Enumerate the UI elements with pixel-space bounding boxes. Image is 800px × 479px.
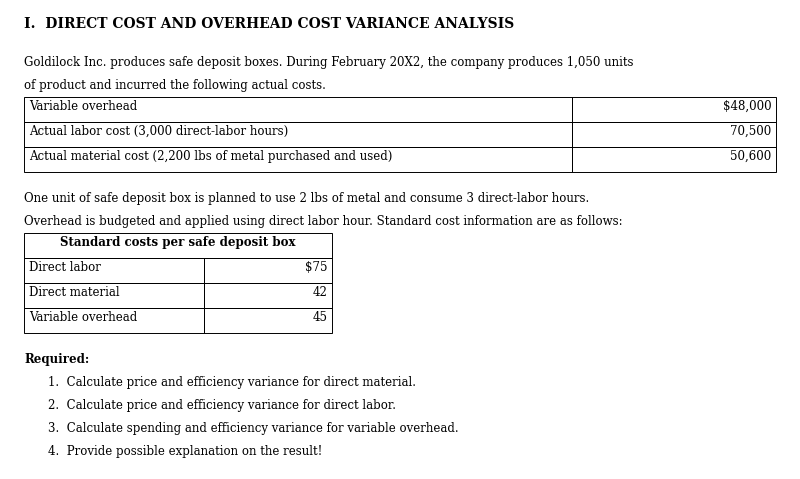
Text: Direct material: Direct material [29, 286, 119, 299]
Text: 45: 45 [312, 311, 327, 324]
Text: Overhead is budgeted and applied using direct labor hour. Standard cost informat: Overhead is budgeted and applied using d… [24, 215, 622, 228]
Text: 3.  Calculate spending and efficiency variance for variable overhead.: 3. Calculate spending and efficiency var… [48, 422, 458, 435]
Text: 42: 42 [312, 286, 327, 299]
Text: $48,000: $48,000 [722, 100, 771, 113]
Text: Variable overhead: Variable overhead [29, 100, 137, 113]
Text: Required:: Required: [24, 353, 90, 366]
Text: $75: $75 [305, 261, 327, 274]
Text: I.  DIRECT COST AND OVERHEAD COST VARIANCE ANALYSIS: I. DIRECT COST AND OVERHEAD COST VARIANC… [24, 17, 514, 31]
Text: Actual material cost (2,200 lbs of metal purchased and used): Actual material cost (2,200 lbs of metal… [29, 150, 392, 163]
Text: of product and incurred the following actual costs.: of product and incurred the following ac… [24, 79, 326, 92]
Text: Direct labor: Direct labor [29, 261, 101, 274]
Text: One unit of safe deposit box is planned to use 2 lbs of metal and consume 3 dire: One unit of safe deposit box is planned … [24, 192, 590, 205]
Text: Goldilock Inc. produces safe deposit boxes. During February 20X2, the company pr: Goldilock Inc. produces safe deposit box… [24, 56, 634, 69]
Text: 70,500: 70,500 [730, 125, 771, 138]
Text: 4.  Provide possible explanation on the result!: 4. Provide possible explanation on the r… [48, 445, 322, 458]
Text: 50,600: 50,600 [730, 150, 771, 163]
Text: Variable overhead: Variable overhead [29, 311, 137, 324]
Text: 1.  Calculate price and efficiency variance for direct material.: 1. Calculate price and efficiency varian… [48, 376, 416, 389]
Text: 2.  Calculate price and efficiency variance for direct labor.: 2. Calculate price and efficiency varian… [48, 399, 396, 412]
Text: Actual labor cost (3,000 direct-labor hours): Actual labor cost (3,000 direct-labor ho… [29, 125, 288, 138]
Text: Standard costs per safe deposit box: Standard costs per safe deposit box [60, 236, 296, 249]
